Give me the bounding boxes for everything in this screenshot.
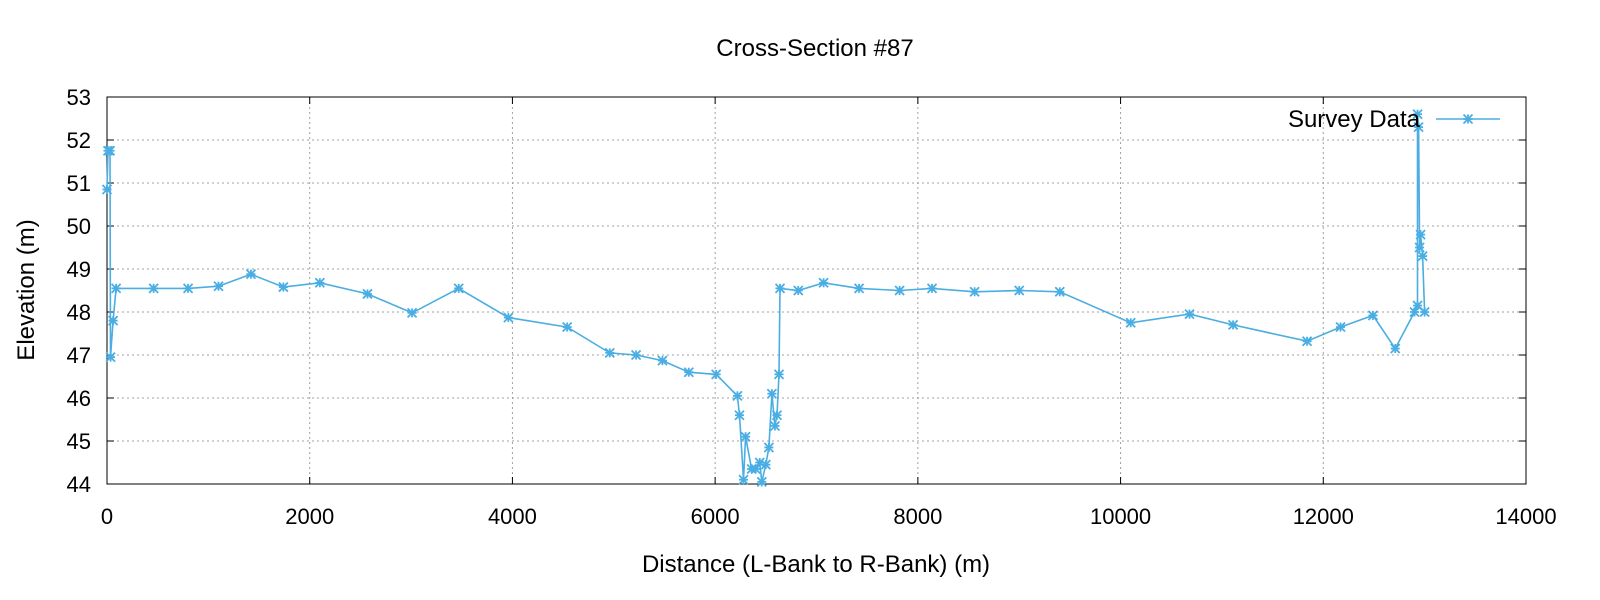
data-point xyxy=(771,410,783,421)
data-point xyxy=(148,283,159,294)
data-point xyxy=(1367,310,1379,321)
x-axis-label: Distance (L-Bank to R-Bank) (m) xyxy=(642,551,990,578)
data-point xyxy=(213,281,224,292)
data-point xyxy=(278,281,289,293)
data-point xyxy=(453,283,464,294)
x-tick-label: 12000 xyxy=(1293,504,1354,529)
chart-title: Cross-Section #87 xyxy=(716,35,913,62)
data-point xyxy=(1335,321,1346,333)
data-point xyxy=(314,277,325,288)
data-point xyxy=(734,410,745,421)
y-tick-label: 49 xyxy=(67,257,91,282)
legend-marker-glyph xyxy=(1462,113,1474,125)
data-point xyxy=(740,431,751,442)
data-point xyxy=(711,369,722,380)
data-point xyxy=(926,283,938,294)
data-point xyxy=(1014,285,1025,296)
data-point xyxy=(1390,343,1401,354)
x-tick-label: 10000 xyxy=(1090,504,1151,529)
data-point xyxy=(406,307,418,318)
data-point xyxy=(657,355,668,366)
y-tick-label: 51 xyxy=(67,171,91,196)
data-point xyxy=(773,369,785,380)
legend: Survey Data xyxy=(1288,106,1500,133)
data-point xyxy=(107,315,119,326)
data-point xyxy=(756,476,767,487)
data-point xyxy=(969,286,980,297)
data-point xyxy=(105,352,116,363)
y-tick-label: 50 xyxy=(67,214,91,239)
data-point xyxy=(1417,250,1428,262)
x-axis: 0 2000 4000 6000 8000 10000 12000 14000 xyxy=(101,97,1557,529)
data-point xyxy=(1414,242,1425,253)
data-point xyxy=(362,288,373,300)
data-point xyxy=(1054,286,1065,297)
data-point xyxy=(245,269,257,280)
x-tick-label: 2000 xyxy=(285,504,334,529)
series-line xyxy=(106,114,1426,483)
y-tick-label: 45 xyxy=(67,429,91,454)
data-point xyxy=(182,283,194,294)
y-axis: 44 45 46 47 48 49 50 51 52 53 xyxy=(67,85,1526,497)
data-point xyxy=(503,312,514,323)
data-point xyxy=(763,442,774,453)
data-point xyxy=(738,474,749,485)
series-layer xyxy=(101,109,1430,487)
data-point xyxy=(1415,229,1426,240)
data-point xyxy=(630,349,642,361)
data-point xyxy=(104,145,116,156)
data-point xyxy=(1227,319,1239,331)
legend-label: Survey Data xyxy=(1288,106,1421,133)
data-point xyxy=(774,283,786,294)
grid xyxy=(107,97,1526,484)
data-point xyxy=(760,459,771,470)
data-point xyxy=(769,420,781,432)
data-point xyxy=(101,184,113,195)
x-tick-label: 4000 xyxy=(488,504,537,529)
data-point xyxy=(894,285,905,296)
x-tick-label: 6000 xyxy=(691,504,740,529)
data-point xyxy=(1301,336,1313,347)
data-point xyxy=(1125,317,1136,328)
data-point xyxy=(562,321,573,333)
y-tick-label: 48 xyxy=(67,300,91,325)
y-tick-label: 53 xyxy=(67,85,91,110)
x-tick-label: 14000 xyxy=(1495,504,1556,529)
legend-marker xyxy=(1462,113,1474,125)
data-point xyxy=(766,388,778,399)
data-point xyxy=(604,347,615,358)
data-point xyxy=(1419,306,1430,318)
data-point xyxy=(1413,121,1424,133)
data-point xyxy=(732,390,743,401)
y-tick-label: 44 xyxy=(67,472,91,497)
plot-frame xyxy=(106,96,1527,485)
data-point xyxy=(110,283,122,294)
x-tick-label: 0 xyxy=(101,504,113,529)
data-point xyxy=(818,277,829,288)
data-point xyxy=(683,367,694,378)
data-point xyxy=(793,285,804,296)
data-point xyxy=(1184,309,1195,320)
y-axis-label: Elevation (m) xyxy=(13,219,40,360)
y-tick-label: 46 xyxy=(67,386,91,411)
data-point xyxy=(853,283,865,294)
y-tick-label: 47 xyxy=(67,343,91,368)
y-tick-label: 52 xyxy=(67,128,91,153)
data-point xyxy=(1412,109,1423,120)
x-tick-label: 8000 xyxy=(893,504,942,529)
